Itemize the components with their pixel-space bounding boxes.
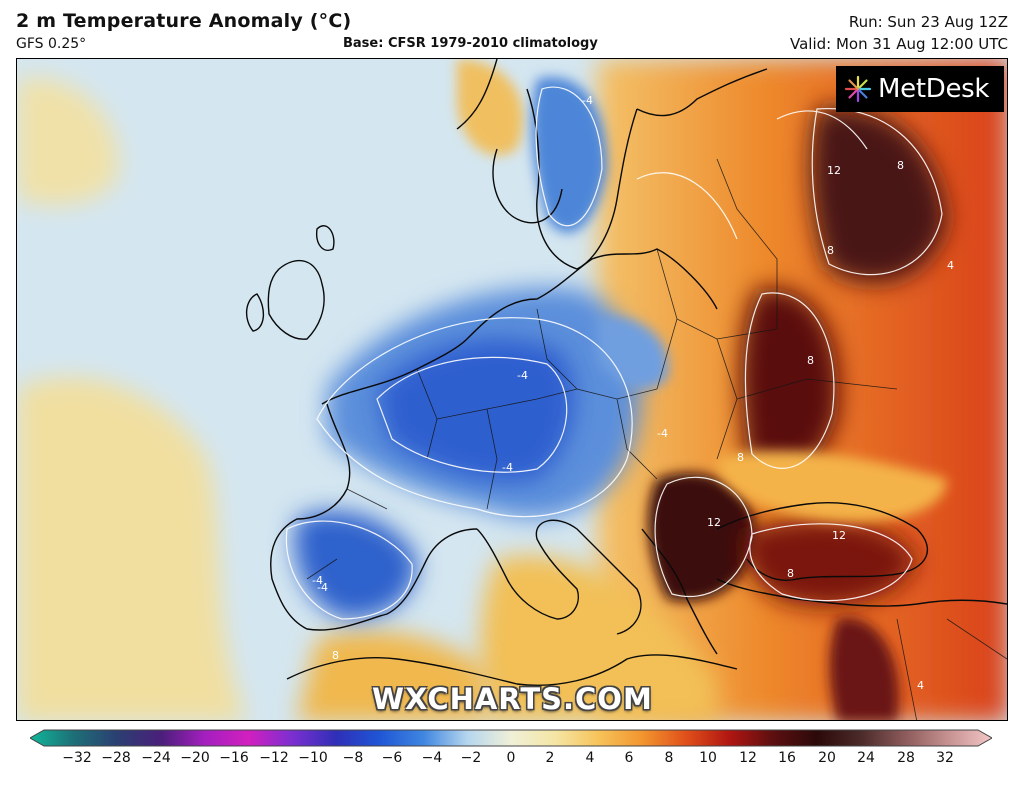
contour-label: -4 bbox=[317, 581, 328, 594]
colorbar-tick: 10 bbox=[699, 750, 717, 766]
colorbar-tick: −8 bbox=[342, 750, 364, 766]
contour-label: 12 bbox=[827, 164, 841, 177]
valid-time-label: Valid: Mon 31 Aug 12:00 UTC bbox=[789, 35, 1008, 53]
contour-label: 8 bbox=[787, 567, 794, 580]
colorbar-tick: 8 bbox=[664, 750, 674, 766]
model-label: GFS 0.25° bbox=[16, 36, 87, 52]
colorbar-bar bbox=[30, 729, 992, 747]
colorbar-tick: 2 bbox=[545, 750, 555, 766]
colorbar-tick: 0 bbox=[506, 750, 516, 766]
colorbar-tick: 4 bbox=[585, 750, 595, 766]
colorbar-tick: −4 bbox=[421, 750, 443, 766]
contour-label: 4 bbox=[947, 259, 954, 272]
watermark: WXCHARTS.COM bbox=[372, 682, 653, 716]
run-time-label: Run: Sun 23 Aug 12Z bbox=[848, 13, 1008, 31]
contour-label: 8 bbox=[807, 354, 814, 367]
contour-label: -4 bbox=[517, 369, 528, 382]
contour-label: 8 bbox=[827, 244, 834, 257]
colorbar-tick: −6 bbox=[381, 750, 403, 766]
colorbar-tick: −24 bbox=[141, 750, 171, 766]
colorbar-ticks: −32 −28 −24 −20 −16 −12 −10 −8 −6 −4 −2 … bbox=[0, 750, 1024, 772]
colorbar-tick: −16 bbox=[219, 750, 249, 766]
coastlines bbox=[246, 59, 1007, 686]
colorbar-tick: 24 bbox=[857, 750, 875, 766]
contour-label: 12 bbox=[832, 529, 846, 542]
contour-label: -4 bbox=[582, 94, 593, 107]
colorbar-tick: 12 bbox=[739, 750, 757, 766]
chart-title: 2 m Temperature Anomaly (°C) bbox=[16, 10, 352, 32]
base-climatology-label: Base: CFSR 1979-2010 climatology bbox=[343, 36, 598, 51]
colorbar-tick: 16 bbox=[778, 750, 796, 766]
contour-labels: -4 -4 -4 -4 -4 -4 4 4 8 8 8 8 8 8 12 12 … bbox=[312, 94, 954, 692]
contour-label: 8 bbox=[897, 159, 904, 172]
anomaly-map-svg: -4 -4 -4 -4 -4 -4 4 4 8 8 8 8 8 8 12 12 … bbox=[17, 59, 1007, 720]
colorbar-tick: −32 bbox=[62, 750, 92, 766]
contour-lines bbox=[285, 86, 943, 620]
contour-label: -4 bbox=[312, 574, 323, 587]
metdesk-star-icon bbox=[844, 75, 872, 103]
country-borders bbox=[306, 158, 1007, 720]
colorbar-tick: 6 bbox=[624, 750, 634, 766]
colorbar-tick: −12 bbox=[259, 750, 289, 766]
colorbar-tick: −28 bbox=[101, 750, 131, 766]
colorbar-tick: 20 bbox=[818, 750, 836, 766]
contour-label: 4 bbox=[917, 679, 924, 692]
contour-label: 8 bbox=[737, 451, 744, 464]
colorbar-tick: 28 bbox=[897, 750, 915, 766]
colorbar bbox=[30, 729, 992, 747]
colorbar-tick: −20 bbox=[180, 750, 210, 766]
contour-label: -4 bbox=[657, 427, 668, 440]
contour-label: 8 bbox=[332, 649, 339, 662]
anomaly-field bbox=[17, 59, 1007, 720]
metdesk-logo-text: MetDesk bbox=[878, 74, 990, 104]
contour-label: 12 bbox=[707, 516, 721, 529]
metdesk-logo: MetDesk bbox=[836, 66, 1004, 112]
colorbar-tick: 32 bbox=[936, 750, 954, 766]
anomaly-map: -4 -4 -4 -4 -4 -4 4 4 8 8 8 8 8 8 12 12 … bbox=[16, 58, 1008, 721]
contour-label: -4 bbox=[502, 461, 513, 474]
colorbar-tick: −2 bbox=[460, 750, 482, 766]
colorbar-tick: −10 bbox=[298, 750, 328, 766]
